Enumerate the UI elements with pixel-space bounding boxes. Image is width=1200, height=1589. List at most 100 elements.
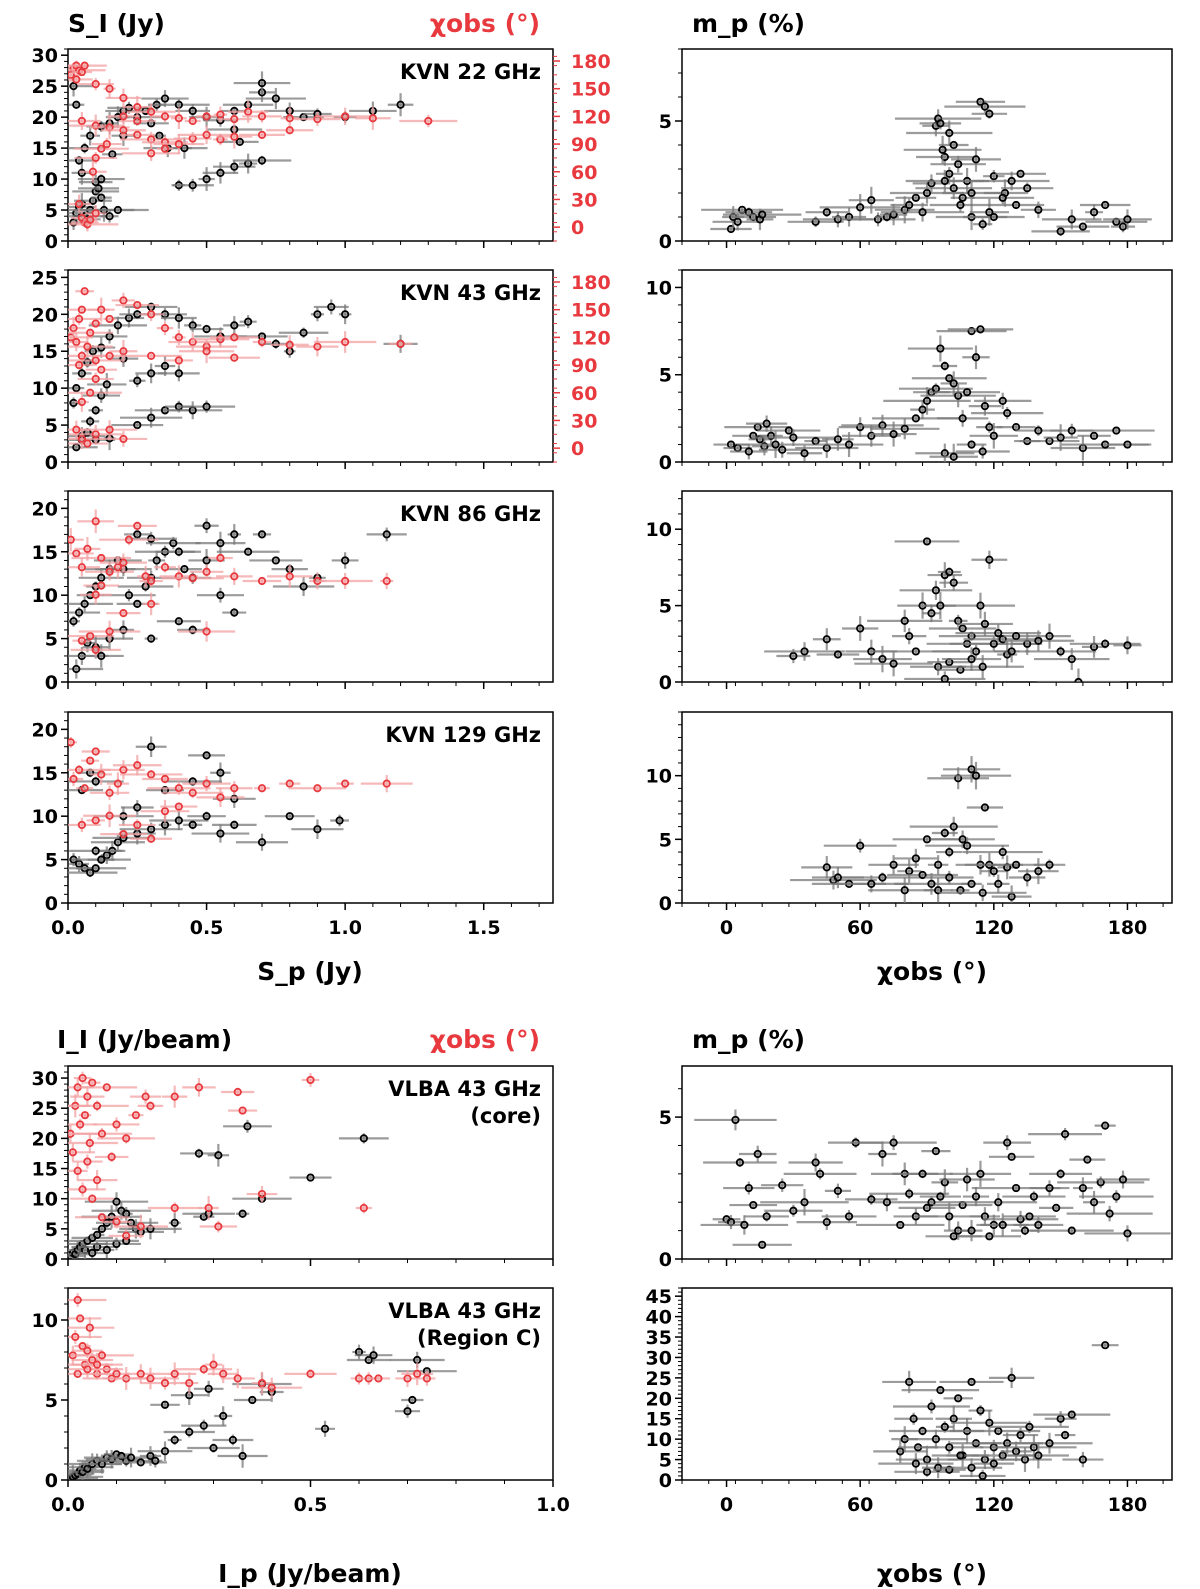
data-point <box>800 449 809 458</box>
y-tick-label: 25 <box>32 1098 58 1120</box>
y-tick-label: 30 <box>32 45 58 67</box>
panel-8: 0 5 10 0 60 120 180 <box>646 711 1173 939</box>
data-point <box>91 517 100 526</box>
data-point <box>889 860 898 869</box>
data-point <box>938 145 947 154</box>
data-point <box>749 1200 758 1210</box>
data-point <box>978 1471 987 1480</box>
series-evpa <box>68 736 413 843</box>
data-point <box>91 121 100 130</box>
data-point <box>1034 1451 1043 1460</box>
data-point <box>91 816 100 825</box>
data-point <box>800 1198 809 1207</box>
data-point <box>160 1447 170 1456</box>
y-tick-label: 10 <box>32 1310 58 1332</box>
y-tick-label: 0 <box>659 452 672 474</box>
data-point <box>856 203 865 212</box>
data-point <box>77 563 86 572</box>
data-point <box>174 572 183 581</box>
data-point <box>1034 636 1043 645</box>
vlba-header: I_I (Jy/beam) χobs (°) m_p (%) I_p (Jy/b… <box>57 1025 987 1588</box>
data-point <box>230 132 239 141</box>
data-point <box>905 1189 914 1198</box>
data-point <box>1112 1192 1121 1201</box>
data-point <box>119 765 128 774</box>
data-point <box>105 425 114 434</box>
panel-4: 0 5 10 <box>646 269 1173 474</box>
data-point <box>199 1421 208 1430</box>
data-point <box>911 414 920 423</box>
data-point <box>216 538 225 548</box>
series-evpa <box>68 60 458 232</box>
y-tick-label: 5 <box>659 1450 672 1472</box>
y-tick-label: 15 <box>32 542 58 564</box>
x-tick-label: 1.0 <box>536 1494 570 1516</box>
data-point <box>971 647 981 656</box>
panel-title: VLBA 43 GHz <box>388 1299 541 1323</box>
y-tick-label: 0 <box>45 1470 58 1492</box>
data-point <box>949 184 958 193</box>
data-point <box>133 761 142 770</box>
y-tick-label: 30 <box>646 1347 672 1369</box>
data-point <box>940 361 949 371</box>
data-point <box>878 654 887 664</box>
data-point <box>744 1183 753 1193</box>
data-point <box>900 424 909 433</box>
data-point <box>285 114 294 123</box>
panel-frame <box>681 1287 1173 1481</box>
data-point <box>306 1075 315 1085</box>
data-point <box>257 1378 267 1388</box>
data-layer <box>68 287 418 452</box>
data-point <box>147 413 156 422</box>
y-tick-label: 0 <box>659 1470 672 1492</box>
data-point <box>105 84 114 93</box>
data-point <box>91 79 100 89</box>
data-point <box>976 1169 985 1178</box>
data-point <box>844 1212 854 1221</box>
y-tick-label: 10 <box>32 378 58 400</box>
data-point <box>91 209 100 218</box>
data-point <box>313 342 322 351</box>
vlba-left-ylabel: I_I (Jy/beam) <box>57 1025 232 1054</box>
data-point <box>180 565 189 574</box>
panel-2: 05 <box>659 48 1173 253</box>
data-point <box>80 1111 90 1120</box>
data-point <box>83 1157 92 1166</box>
data-point <box>136 1369 145 1378</box>
data-point <box>188 820 197 829</box>
data-point <box>927 609 936 618</box>
data-point <box>113 205 122 215</box>
data-point <box>105 351 114 360</box>
data-point <box>160 563 170 572</box>
data-point <box>93 1101 102 1110</box>
data-point <box>306 1369 315 1378</box>
data-point <box>219 1411 228 1421</box>
data-point <box>174 617 183 626</box>
data-point <box>945 128 954 138</box>
data-point <box>822 1218 831 1227</box>
data-point <box>147 310 156 319</box>
data-point <box>1089 1198 1099 1207</box>
data-point <box>368 114 377 123</box>
data-point <box>922 537 932 546</box>
data-point <box>911 1459 920 1468</box>
data-point <box>978 662 987 671</box>
data-point <box>257 78 267 88</box>
data-point <box>905 1377 914 1387</box>
data-point <box>80 287 89 296</box>
data-point <box>949 140 958 150</box>
data-point <box>102 1245 111 1255</box>
data-point <box>73 1166 82 1175</box>
data-point <box>408 1395 417 1405</box>
data-point <box>188 788 197 797</box>
data-point <box>1003 1138 1012 1147</box>
y-tick-label: 10 <box>646 766 672 788</box>
data-point <box>949 379 958 388</box>
data-point <box>967 440 976 449</box>
x-tick-label: 60 <box>847 1494 873 1516</box>
data-point <box>980 619 990 629</box>
data-point <box>119 93 128 103</box>
data-point <box>133 376 142 385</box>
data-point <box>789 651 798 661</box>
